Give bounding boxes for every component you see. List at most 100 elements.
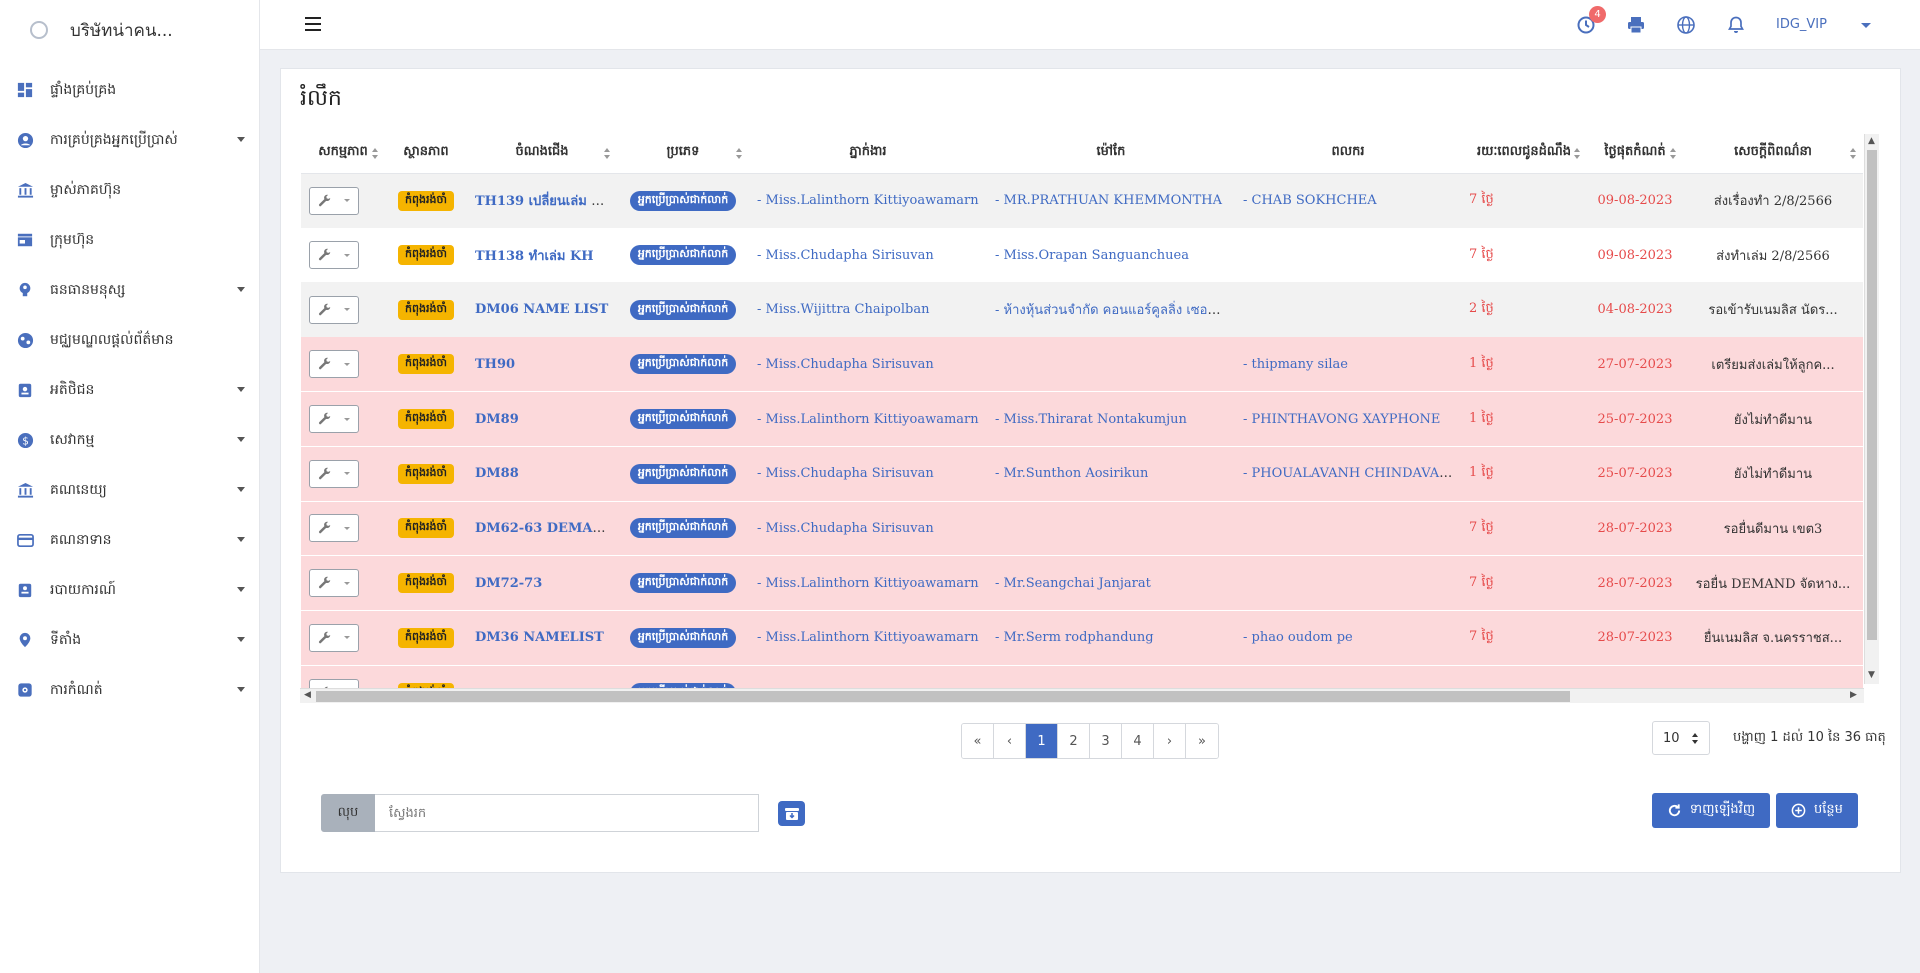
column-header-9[interactable]: សេចក្តីពិពណ៌នា <box>1683 133 1863 174</box>
scroll-right-icon[interactable]: ▶ <box>1850 690 1857 700</box>
row-action-button[interactable] <box>309 514 359 543</box>
table-vertical-scrollbar[interactable]: ▲ ▼ <box>1864 134 1879 684</box>
sidebar-item-11[interactable]: ទីតាំង <box>0 615 259 665</box>
sidebar-item-7[interactable]: $ សេវាកម្ម <box>0 415 259 465</box>
search-input[interactable] <box>375 794 759 832</box>
bell-icon[interactable] <box>1726 15 1746 35</box>
row-action-button[interactable] <box>309 569 359 598</box>
language-globe-icon[interactable] <box>1676 15 1696 35</box>
scroll-down-icon[interactable]: ▼ <box>1868 670 1875 680</box>
row-action-button[interactable] <box>309 623 359 652</box>
sidebar-item-0[interactable]: ផ្ទាំងគ្រប់គ្រង <box>0 65 259 115</box>
row-action-button[interactable] <box>309 186 359 215</box>
contractor-cell: - Miss.Orapan Sanguanchuea <box>995 247 1189 263</box>
page-button-2[interactable]: 2 <box>1058 724 1090 758</box>
brand[interactable]: บริษัทน่าคน... <box>0 0 259 60</box>
contractor-cell: - Miss.Thirarat Nontakumjun <box>995 411 1187 427</box>
horizontal-scroll-thumb[interactable] <box>316 691 1570 702</box>
row-action-button[interactable] <box>309 295 359 324</box>
status-badge: កំពុងរង់ចាំ <box>398 354 454 375</box>
prev-page-button[interactable]: ‹ <box>994 724 1026 758</box>
column-header-8[interactable]: ថ្ងៃផុតកំណត់ <box>1587 133 1683 174</box>
reminder-title-link[interactable]: DM88 <box>475 466 519 482</box>
reminder-title-link[interactable]: TH90 <box>475 356 516 372</box>
reminder-title-link[interactable]: TH138 ทำเล่ม KH <box>475 248 594 264</box>
type-badge: អ្នកប្រើប្រាស់ជាក់លាក់ <box>629 463 737 484</box>
delete-button[interactable]: លុប <box>321 794 375 832</box>
print-icon[interactable] <box>1626 15 1646 35</box>
sidebar-item-4[interactable]: ធនធានមនុស្ស <box>0 265 259 315</box>
row-action-button[interactable] <box>309 459 359 488</box>
sort-icon[interactable] <box>372 148 379 160</box>
worker-cell: - phao oudom pe <box>1243 630 1353 646</box>
reminder-title-link[interactable]: DM72-73 <box>475 575 543 591</box>
notify-period-cell: 7 ថ្ងៃ <box>1469 192 1494 208</box>
sidebar-item-label: អតិថិជន <box>50 381 95 398</box>
sidebar-item-6[interactable]: អតិថិជន <box>0 365 259 415</box>
sidebar-item-label: សេវាកម្ម <box>50 431 95 448</box>
sidebar-item-label: ការគ្រប់គ្រងអ្នកប្រើប្រាស់ <box>50 131 178 148</box>
table-row: កំពុងរង់ចាំ DM62-63 DEMAND អ្នកប្រើប្រាស់ជ… <box>301 501 1863 557</box>
sort-icon[interactable] <box>1850 148 1857 160</box>
company-logo-icon <box>30 21 48 39</box>
wrench-icon <box>318 357 332 371</box>
row-action-button[interactable] <box>309 350 359 379</box>
sidebar-item-12[interactable]: ការកំណត់ <box>0 665 259 715</box>
status-badge: កំពុងរង់ចាំ <box>398 627 454 648</box>
refresh-button[interactable]: ទាញឡើងវិញ <box>1652 793 1770 828</box>
row-action-button[interactable] <box>309 241 359 270</box>
reminder-title-link[interactable]: DM06 NAME LIST <box>475 302 609 318</box>
sidebar-item-10[interactable]: របាយការណ៍ <box>0 565 259 615</box>
sort-icon[interactable] <box>1670 148 1677 160</box>
column-header-7[interactable]: រយៈពេលជូនដំណឹង <box>1461 133 1587 174</box>
sort-icon[interactable] <box>1574 148 1581 160</box>
vertical-scroll-thumb[interactable] <box>1867 150 1877 640</box>
worker-cell: - thipmany silae <box>1243 356 1348 372</box>
sidebar-item-9[interactable]: គណនាទាន <box>0 515 259 565</box>
store-icon <box>16 231 34 249</box>
sidebar-item-8[interactable]: គណនេយ្យ <box>0 465 259 515</box>
wrench-icon <box>318 194 332 208</box>
page-button-3[interactable]: 3 <box>1090 724 1122 758</box>
sidebar-item-5[interactable]: មជ្ឈមណ្ឌលផ្តល់ព័ត៌មាន <box>0 315 259 365</box>
column-header-3[interactable]: ប្រភេទ <box>617 133 749 174</box>
archive-download-icon[interactable] <box>778 801 805 826</box>
user-menu-caret-icon[interactable] <box>1861 23 1871 28</box>
table-row: កំពុងរង់ចាំ TH139 เปลี่ยนเล่ม KH អ្នកប្រើប… <box>301 173 1863 228</box>
sort-icon[interactable] <box>604 148 611 160</box>
table-horizontal-scrollbar[interactable]: ◀ ▶ <box>300 688 1864 703</box>
refresh-label: ទាញឡើងវិញ <box>1689 802 1756 817</box>
scroll-up-icon[interactable]: ▲ <box>1868 136 1875 146</box>
caret-down-icon <box>344 472 350 476</box>
next-page-button[interactable]: › <box>1154 724 1186 758</box>
page-button-4[interactable]: 4 <box>1122 724 1154 758</box>
page-button-1[interactable]: 1 <box>1026 724 1058 758</box>
type-badge: អ្នកប្រើប្រាស់ជាក់លាក់ <box>629 518 737 539</box>
column-header-0[interactable]: សកម្មភាព <box>301 133 385 174</box>
reminder-clock-icon[interactable]: 4 <box>1576 6 1606 35</box>
sidebar-item-1[interactable]: ការគ្រប់គ្រងអ្នកប្រើប្រាស់ <box>0 115 259 165</box>
add-button[interactable]: បន្ថែម <box>1776 793 1858 828</box>
page-size-select[interactable]: 10 <box>1652 721 1710 755</box>
sidebar-nav: ផ្ទាំងគ្រប់គ្រងការគ្រប់គ្រងអ្នកប្រើប្រាស… <box>0 65 259 715</box>
column-header-2[interactable]: ចំណងជើង <box>467 133 617 174</box>
caret-down-icon <box>344 253 350 257</box>
sidebar-item-3[interactable]: ក្រុមហ៊ុន <box>0 215 259 265</box>
reminder-title-link[interactable]: DM62-63 DEMAND <box>475 520 616 536</box>
menu-toggle-icon[interactable] <box>305 17 321 31</box>
due-date-cell: 04-08-2023 <box>1597 302 1673 318</box>
column-header-label: ស្ថានភាព <box>403 144 449 160</box>
row-action-button[interactable] <box>309 405 359 434</box>
chevron-down-icon <box>237 687 245 692</box>
agent-cell: - Miss.Lalinthorn Kittiyoawamarn <box>757 575 979 591</box>
due-date-cell: 09-08-2023 <box>1597 193 1673 209</box>
first-page-button[interactable]: « <box>962 724 994 758</box>
reminder-title-link[interactable]: DM89 <box>475 411 519 427</box>
reminder-title-link[interactable]: TH139 เปลี่ยนเล่ม KH <box>475 194 615 210</box>
sidebar-item-2[interactable]: ម្ចាស់ភាគហ៊ុន <box>0 165 259 215</box>
scroll-left-icon[interactable]: ◀ <box>304 690 311 700</box>
last-page-button[interactable]: » <box>1186 724 1218 758</box>
user-menu[interactable]: IDG_VIP <box>1776 17 1827 32</box>
reminder-title-link[interactable]: DM36 NAMELIST <box>475 630 604 646</box>
sort-icon[interactable] <box>736 148 743 160</box>
